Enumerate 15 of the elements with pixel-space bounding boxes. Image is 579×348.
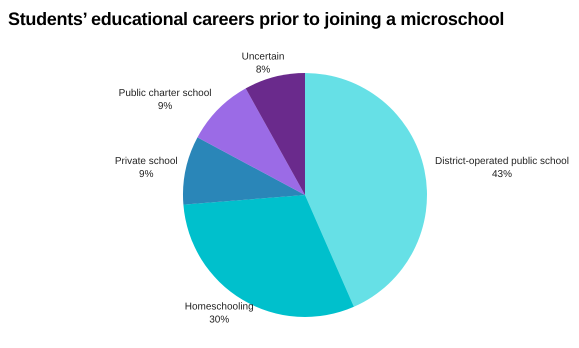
- slice-label: District-operated public school: [435, 156, 569, 167]
- pie-slice: [305, 73, 427, 307]
- slice-label: Public charter school: [118, 88, 212, 99]
- chart-title: Students’ educational careers prior to joining a microschool: [8, 8, 506, 31]
- pie-slice: [183, 195, 354, 317]
- data-label: 43%: [492, 168, 512, 180]
- data-label: 30%: [209, 314, 230, 326]
- data-label: 9%: [158, 100, 172, 112]
- slice-label: Uncertain: [242, 51, 284, 62]
- slice-label: Homeschooling: [184, 302, 254, 313]
- data-label: 8%: [256, 64, 270, 76]
- pie-slice: [246, 73, 305, 195]
- slice-label: Private school: [114, 156, 178, 167]
- pie-slice: [183, 137, 305, 205]
- data-label: 9%: [139, 168, 154, 180]
